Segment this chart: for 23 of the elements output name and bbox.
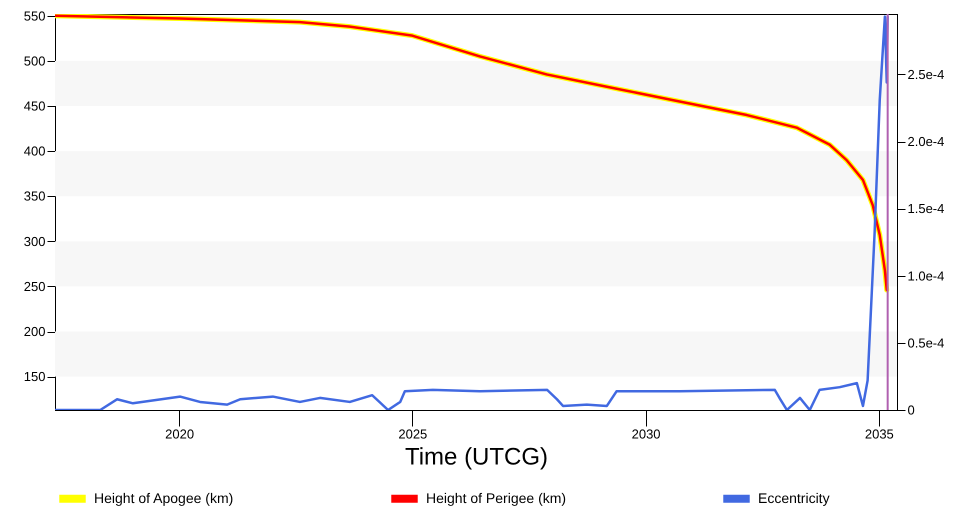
legend-label: Height of Apogee (km)	[94, 490, 234, 506]
y-tick-label: 550	[24, 8, 46, 24]
y-tick-label: 500	[24, 53, 46, 68]
y2-tick-label: 2.5e-4	[908, 66, 944, 82]
y-tick-label: 450	[24, 98, 46, 114]
legend-label: Height of Perigee (km)	[426, 490, 566, 506]
x-tick-label: 2025	[398, 426, 428, 442]
y-tick-label: 200	[24, 324, 46, 340]
y-tick-label: 350	[24, 188, 46, 204]
y2-tick-label: 1.5e-4	[908, 201, 944, 216]
y2-tick-label: 2.0e-4	[908, 134, 944, 150]
x-tick-label: 2030	[632, 426, 661, 442]
y-tick-label: 300	[24, 234, 46, 249]
y-tick-label: 250	[24, 278, 46, 294]
y-tick-label: 150	[24, 369, 46, 384]
y2-tick-label: 0.5e-4	[908, 335, 944, 350]
y2-tick-label: 1.0e-4	[908, 268, 944, 284]
y2-tick-label: 0	[908, 402, 915, 418]
x-tick-label: 2020	[165, 426, 194, 442]
y-tick-label: 400	[24, 144, 46, 159]
legend-label: Eccentricity	[758, 490, 830, 506]
x-tick-label: 2035	[864, 426, 894, 442]
x-axis-title: Time (UTCG)	[404, 444, 548, 470]
